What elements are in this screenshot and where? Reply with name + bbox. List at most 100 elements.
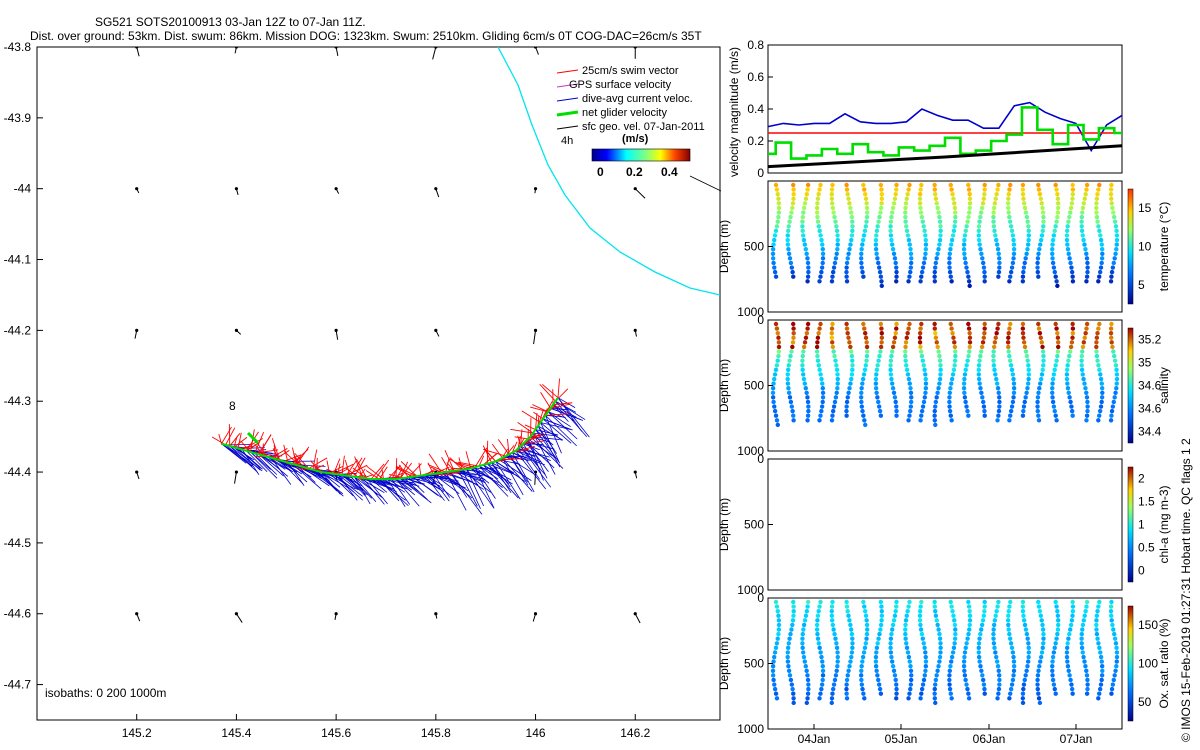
oxygen-sample	[977, 636, 982, 641]
temperature-sample	[919, 214, 925, 220]
oxygen-sample	[1021, 682, 1027, 687]
oxygen-sample	[850, 641, 855, 646]
current-vector	[470, 468, 499, 484]
temperature-sample	[1021, 265, 1027, 270]
current-vector	[412, 476, 442, 498]
oxygen-sample	[923, 654, 928, 660]
temperature-sample	[849, 233, 855, 238]
temperature-sample	[890, 246, 896, 252]
chla-colorbar-tick: 2	[1138, 472, 1145, 486]
oxygen-sample	[1080, 627, 1085, 632]
salinity-sample	[801, 372, 806, 377]
temperature-colorbar-tick: 10	[1138, 240, 1152, 254]
oxygen-sample	[773, 691, 779, 696]
temperature-sample	[904, 228, 910, 234]
current-vector	[515, 450, 547, 490]
oxygen-sample	[1069, 686, 1075, 692]
temperature-sample	[863, 196, 869, 201]
oxygen-colorbar	[1127, 605, 1134, 722]
salinity-sample	[1098, 376, 1104, 382]
swim-vector	[329, 465, 343, 474]
temperature-sample	[1020, 191, 1026, 197]
current-vector	[545, 415, 562, 454]
current-vector	[517, 448, 540, 480]
temperature-sample	[791, 191, 796, 197]
temperature-sample	[961, 246, 967, 252]
temperature-sample	[1011, 242, 1017, 247]
oxygen-sample	[918, 627, 924, 632]
temperature-sample	[979, 251, 984, 256]
oxygen-sample	[894, 604, 899, 609]
salinity-sample	[846, 335, 851, 340]
salinity-sample	[932, 413, 937, 418]
temperature-sample	[1069, 265, 1074, 270]
oxygen-sample	[966, 599, 971, 605]
chla-colorbar-tick: 0.5	[1138, 541, 1155, 555]
oxygen-sample	[1096, 604, 1101, 609]
salinity-sample	[833, 358, 838, 363]
oxygen-sample	[830, 599, 835, 605]
oxygen-sample	[906, 604, 911, 609]
oxygen-sample	[829, 700, 834, 706]
salinity-sample	[850, 367, 855, 373]
salinity-sample	[844, 408, 849, 414]
velocity-y-tick-label: 0.6	[747, 70, 764, 84]
oxygen-sample	[903, 627, 908, 632]
oxygen-sample	[918, 622, 923, 628]
temperature-sample	[1083, 191, 1088, 197]
salinity-sample	[819, 404, 825, 409]
temperature-sample	[991, 205, 997, 211]
temperature-sample	[1053, 182, 1058, 188]
salinity-sample	[791, 326, 796, 331]
current-vector	[391, 478, 411, 505]
salinity-sample	[834, 390, 839, 395]
salinity-sample	[1007, 418, 1012, 423]
temperature-sample	[829, 191, 834, 197]
temperature-sample	[1050, 246, 1055, 252]
salinity-sample	[1022, 399, 1027, 405]
oxygen-sample	[1052, 686, 1057, 692]
current-vector	[462, 469, 492, 493]
temperature-sample	[1026, 228, 1031, 234]
salinity-sample	[818, 372, 823, 377]
oxygen-sample	[1095, 636, 1100, 641]
oxygen-sample	[932, 686, 937, 692]
salinity-sample	[1006, 335, 1011, 340]
temperature-sample	[878, 205, 884, 211]
oxygen-sample	[1085, 682, 1090, 687]
oxygen-sample	[952, 641, 957, 646]
oxygen-sample	[997, 682, 1002, 687]
oxygen-sample	[1008, 691, 1013, 696]
temperature-sample	[788, 260, 794, 266]
temperature-sample	[908, 265, 914, 270]
salinity-sample	[932, 326, 938, 331]
oxygen-sample	[962, 673, 968, 678]
geo-vector-head	[334, 47, 338, 49]
temperature-sample	[1011, 246, 1017, 252]
salinity-sample	[830, 408, 836, 414]
oxygen-sample	[1055, 627, 1061, 632]
current-vector	[279, 459, 303, 484]
temperature-colorbar-tick: 15	[1138, 201, 1152, 215]
oxygen-sample	[861, 650, 867, 655]
salinity-sample	[848, 344, 853, 350]
salinity-sample	[936, 385, 941, 391]
oxygen-sample	[863, 613, 869, 618]
salinity-sample	[1053, 321, 1058, 327]
oxygen-sample	[1070, 613, 1075, 618]
temperature-sample	[844, 187, 850, 192]
temperature-sample	[933, 191, 938, 197]
oxygen-sample	[950, 608, 955, 614]
swim-vector	[308, 457, 328, 469]
temperature-sample	[1006, 191, 1011, 197]
salinity-sample	[965, 408, 970, 414]
salinity-sample	[878, 344, 884, 350]
temperature-sample	[833, 256, 839, 261]
temperature-sample	[1025, 242, 1031, 247]
salinity-sample	[979, 344, 985, 350]
oxygen-sample	[790, 618, 796, 623]
salinity-sample	[995, 418, 1000, 423]
temperature-sample	[996, 251, 1001, 256]
oxygen-sample	[850, 645, 855, 651]
temperature-sample	[1070, 182, 1075, 188]
